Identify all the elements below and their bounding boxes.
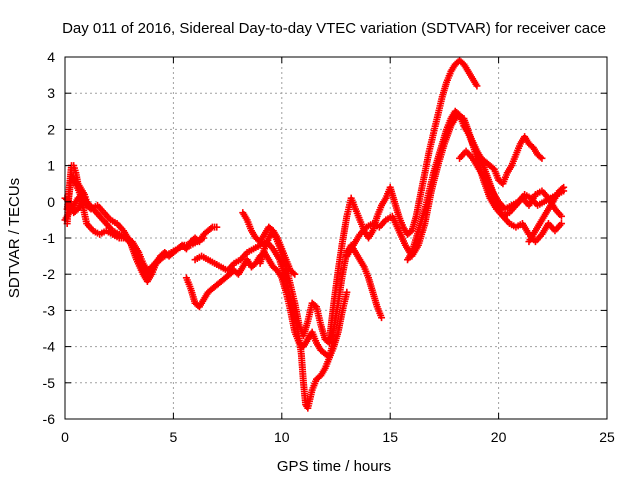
x-axis-ticks: 0 5 10 15 20 25 xyxy=(61,57,615,445)
y-tick-label: -5 xyxy=(43,375,56,391)
x-tick-label: 25 xyxy=(599,429,615,445)
y-axis-ticks: 4 3 2 1 0 -1 -2 -3 -4 -5 -6 xyxy=(43,49,607,427)
y-tick-label: -1 xyxy=(43,230,56,246)
series-trace-e xyxy=(182,248,351,361)
data-point xyxy=(213,223,221,231)
x-tick-label: 5 xyxy=(170,429,178,445)
data-point xyxy=(200,234,208,242)
x-tick-label: 10 xyxy=(274,429,290,445)
y-tick-label: -2 xyxy=(43,266,56,282)
data-point xyxy=(537,153,545,161)
data-point xyxy=(155,257,163,265)
y-tick-label: 3 xyxy=(47,85,55,101)
y-tick-label: -4 xyxy=(43,339,56,355)
data-point xyxy=(557,220,565,228)
series-trace-l xyxy=(460,122,565,246)
series-trace-j xyxy=(404,107,546,264)
data-point xyxy=(207,224,215,232)
grid-lines xyxy=(65,57,607,419)
chart-title: Day 011 of 2016, Sidereal Day-to-day VTE… xyxy=(62,20,606,37)
series-trace-f xyxy=(191,238,338,412)
data-point xyxy=(83,198,91,206)
y-tick-label: 1 xyxy=(47,158,55,174)
data-point xyxy=(378,314,386,322)
y-axis-label: SDTVAR / TECUs xyxy=(6,178,23,298)
x-tick-label: 20 xyxy=(491,429,507,445)
data-point xyxy=(473,82,481,90)
data-point xyxy=(558,185,566,193)
x-tick-label: 0 xyxy=(61,429,69,445)
data-markers xyxy=(61,57,568,412)
y-tick-label: 2 xyxy=(47,121,55,137)
data-point xyxy=(343,288,351,296)
y-tick-label: -3 xyxy=(43,302,56,318)
series-trace-d xyxy=(63,162,91,228)
y-tick-label: 0 xyxy=(47,194,55,210)
y-tick-label: 4 xyxy=(47,49,55,65)
y-tick-label: -6 xyxy=(43,411,56,427)
series-trace-h xyxy=(325,57,481,343)
data-point xyxy=(538,154,546,162)
x-axis-label: GPS time / hours xyxy=(277,458,391,475)
data-point xyxy=(289,269,297,277)
data-point xyxy=(156,256,164,264)
x-tick-label: 15 xyxy=(382,429,398,445)
series-trace-n xyxy=(256,227,299,278)
data-point xyxy=(560,183,568,191)
data-point xyxy=(557,212,565,220)
data-point xyxy=(291,270,299,278)
series-trace-m xyxy=(525,183,568,246)
